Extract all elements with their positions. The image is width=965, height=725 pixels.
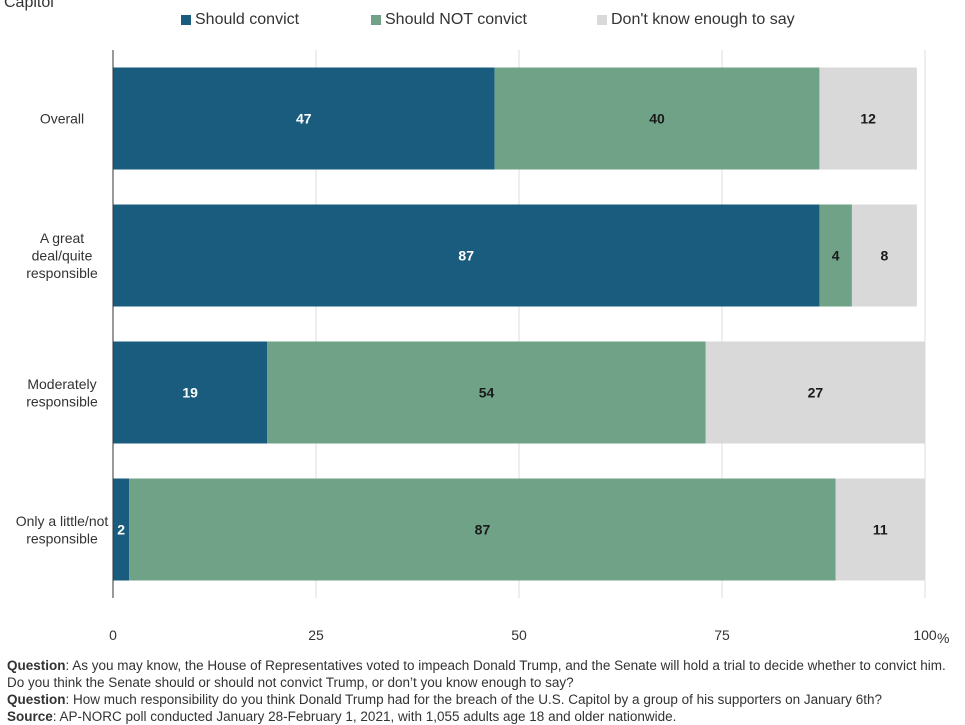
legend-label-should-convict: Should convict (195, 11, 300, 28)
footnote-label: Question (7, 658, 66, 673)
category-label: A great deal/quite responsible (26, 230, 98, 281)
data-label: 8 (881, 248, 889, 264)
legend-label-dont-know: Don't know enough to say (611, 11, 795, 28)
data-label: 12 (860, 111, 876, 127)
footnote-label: Source (7, 709, 53, 724)
legend-swatch-should-not-convict (371, 15, 381, 25)
bar-segment (835, 478, 925, 581)
legend-item-should-convict: Should convict (181, 11, 299, 29)
bar-segment (113, 67, 495, 170)
bar-segment (494, 67, 820, 170)
footnote-text: : How much responsibility do you think D… (65, 692, 882, 707)
bar-segment (129, 478, 836, 581)
category-label-line: Only a little/not (16, 513, 109, 529)
x-axis-unit: % (937, 630, 949, 646)
category-label-line: Overall (40, 111, 84, 127)
category-label-line: responsible (26, 393, 98, 409)
bar-segment (819, 204, 852, 307)
data-label: 54 (479, 385, 495, 401)
footnote-question-1: Question: As you may know, the House of … (7, 657, 957, 691)
category-label-line: A great (40, 230, 84, 246)
footnote-text: : AP-NORC poll conducted January 28-Febr… (52, 709, 677, 724)
data-label: 47 (296, 111, 312, 127)
legend-item-should-not-convict: Should NOT convict (371, 11, 527, 29)
x-tick-label: 0 (109, 627, 117, 643)
data-label: 87 (458, 248, 474, 264)
chart-title-partial: Capitol (4, 0, 54, 11)
footnote-source: Source: AP-NORC poll conducted January 2… (7, 708, 957, 725)
legend-swatch-should-convict (181, 15, 191, 25)
x-tick-label: 50 (511, 627, 527, 643)
bar-segment (819, 67, 917, 170)
footnote-question-2: Question: How much responsibility do you… (7, 691, 957, 708)
legend-label-should-not-convict: Should NOT convict (385, 11, 527, 28)
bar-segment (851, 204, 917, 307)
category-label: Overall (40, 111, 84, 127)
chart-legend: Should convict Should NOT convict Don't … (0, 11, 965, 31)
data-label: 4 (832, 248, 840, 264)
x-tick-label: 75 (714, 627, 730, 643)
data-label: 27 (808, 385, 824, 401)
footnote-text: : As you may know, the House of Represen… (7, 658, 946, 690)
footnotes: Question: As you may know, the House of … (7, 657, 957, 725)
bar-segment (113, 478, 130, 581)
bar-segment (267, 341, 706, 444)
category-label-line: responsible (26, 265, 98, 281)
data-label: 2 (117, 522, 125, 538)
bar-segment (705, 341, 925, 444)
bar-segment (113, 204, 820, 307)
legend-swatch-dont-know (597, 15, 607, 25)
legend-item-dont-know: Don't know enough to say (597, 11, 795, 29)
category-label: Only a little/not responsible (16, 513, 109, 547)
x-tick-label: 25 (308, 627, 324, 643)
footnote-label: Question (7, 692, 66, 707)
category-label: Moderately responsible (26, 376, 98, 410)
category-label-line: Moderately (27, 376, 96, 392)
x-tick-label: 100 (913, 627, 937, 643)
data-label: 40 (649, 111, 665, 127)
data-label: 11 (873, 522, 888, 538)
data-label: 87 (475, 522, 491, 538)
category-label-line: deal/quite (32, 248, 93, 264)
category-label-line: responsible (26, 530, 98, 546)
bar-segment (113, 341, 268, 444)
data-label: 19 (182, 385, 198, 401)
